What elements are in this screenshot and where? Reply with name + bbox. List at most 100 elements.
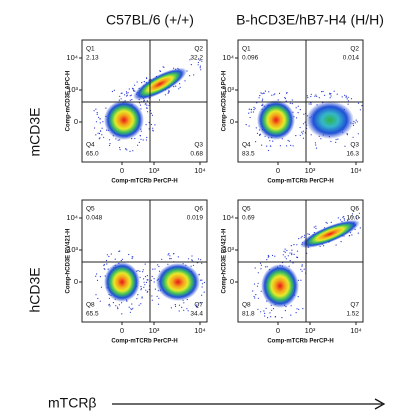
event-dot <box>168 253 170 255</box>
event-dot <box>150 112 152 114</box>
event-dot <box>315 144 317 146</box>
event-dot <box>148 128 150 130</box>
y-tick-label: 10⁴ <box>66 53 78 62</box>
event-dot <box>270 316 272 318</box>
event-dot <box>351 234 353 236</box>
event-dot <box>310 93 312 95</box>
y-tick-label: 0 <box>74 277 78 286</box>
quadrant-value: 2.13 <box>86 55 99 62</box>
event-dot <box>255 141 257 143</box>
event-dot <box>134 137 136 140</box>
event-dot <box>127 92 129 94</box>
event-dot <box>298 238 300 240</box>
plot-frame <box>237 39 364 163</box>
event-dot <box>143 281 145 283</box>
event-dot <box>254 297 256 299</box>
event-dot <box>359 227 361 229</box>
quadrant-value: 0.048 <box>86 215 103 222</box>
event-dot <box>335 244 337 246</box>
event-dot <box>289 260 291 262</box>
quadrant-value: 0.019 <box>187 215 204 222</box>
event-dot <box>193 74 195 76</box>
event-dot <box>274 93 276 95</box>
event-dot <box>145 281 148 283</box>
event-dot <box>139 276 141 278</box>
event-dot <box>347 100 349 102</box>
event-dot <box>264 312 266 314</box>
event-dot <box>113 89 115 91</box>
event-dot <box>152 268 154 270</box>
event-dot <box>262 98 264 100</box>
event-dot <box>137 144 139 146</box>
event-dot <box>108 139 111 141</box>
event-dot <box>131 99 133 101</box>
event-dot <box>272 308 275 310</box>
event-dot <box>274 316 277 318</box>
event-dot <box>143 286 145 288</box>
event-dot <box>163 66 165 68</box>
quadrant-name: Q1 <box>242 46 251 53</box>
event-dot <box>291 99 293 101</box>
event-dot <box>292 262 294 264</box>
event-dot <box>199 67 201 69</box>
event-dot <box>106 254 108 256</box>
event-dot <box>302 123 305 125</box>
event-dot <box>97 132 99 134</box>
event-dot <box>132 90 135 92</box>
plot-frame <box>81 199 208 323</box>
y-tick-label: 0 <box>230 277 234 286</box>
event-dot <box>290 314 292 316</box>
event-dot <box>99 137 101 139</box>
event-dot <box>201 294 203 296</box>
event-dot <box>181 306 183 308</box>
quadrant-name: Q4 <box>242 142 251 149</box>
event-dot <box>157 303 160 305</box>
event-dot <box>173 253 175 255</box>
quadrant-name: Q8 <box>86 302 95 309</box>
event-dot <box>310 134 312 136</box>
event-dot <box>142 271 144 273</box>
event-dot <box>140 288 142 290</box>
event-dot <box>289 252 291 254</box>
x-axis-label: Comp-mTCRb PerCP-H <box>267 339 333 345</box>
event-dot <box>266 145 268 147</box>
event-dot <box>284 251 286 253</box>
event-dot <box>320 138 322 140</box>
event-dot <box>254 107 256 109</box>
event-dot <box>260 268 262 270</box>
event-dot <box>330 95 332 97</box>
population <box>306 101 354 139</box>
event-dot <box>108 144 111 147</box>
population <box>257 100 295 140</box>
event-dot <box>298 308 300 310</box>
y-tick-label: 0 <box>230 117 234 126</box>
quadrant-value: 16.0 <box>346 215 359 222</box>
column-header: C57BL/6 (+/+) <box>106 12 194 28</box>
event-dot <box>318 97 320 99</box>
event-dot <box>146 275 148 277</box>
event-dot <box>347 103 349 105</box>
event-dot <box>297 112 299 114</box>
event-dot <box>118 304 120 306</box>
event-dot <box>250 108 252 110</box>
event-dot <box>343 219 345 221</box>
axis-arrow-label: mTCRβ <box>48 395 97 411</box>
event-dot <box>111 90 113 93</box>
event-dot <box>141 82 143 84</box>
x-tick-label: 0 <box>276 166 280 175</box>
event-dot <box>200 259 202 261</box>
event-dot <box>140 138 142 140</box>
event-dot <box>361 105 363 107</box>
event-dot <box>355 216 357 218</box>
event-dot <box>358 217 361 219</box>
event-dot <box>359 109 361 111</box>
event-dot <box>125 148 127 150</box>
event-dot <box>118 99 120 101</box>
event-dot <box>329 93 331 95</box>
event-dot <box>304 121 306 123</box>
event-dot <box>132 88 134 90</box>
event-dot <box>310 95 312 98</box>
event-dot <box>138 141 140 143</box>
event-dot <box>307 97 309 99</box>
